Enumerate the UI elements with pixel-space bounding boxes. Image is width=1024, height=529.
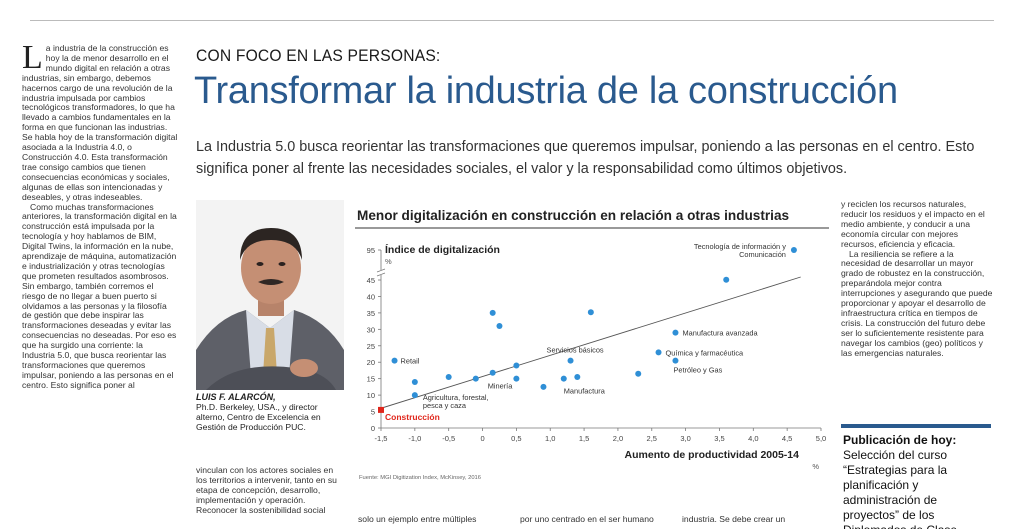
y-tick-label: 0 (371, 424, 375, 433)
data-point-highlight (378, 406, 384, 413)
left-paragraph-2: Como muchas transformaciones anteriores,… (22, 201, 177, 390)
x-tick-label: -0,5 (442, 434, 455, 443)
bottom-column-4: industria. Se debe crear un (682, 514, 786, 524)
y-tick-label: 20 (367, 358, 375, 367)
right-paragraph-2: La resiliencia se refiere a la necesidad… (841, 248, 993, 358)
right-column-text: y reciclen los recursos naturales, reduc… (841, 200, 993, 400)
y-axis-label: Índice de digitalización (385, 243, 500, 256)
data-point (496, 323, 503, 330)
author-bio: Ph.D. Berkeley, USA., y director alterno… (196, 402, 321, 432)
data-point (513, 375, 520, 382)
bottom-column-2: solo un ejemplo entre múltiples (358, 514, 477, 524)
chart-title: Menor digitalización en construcción en … (357, 208, 790, 223)
middle-column-text: vinculan con los actores sociales en los… (196, 466, 337, 515)
data-label: Servicios básicos (547, 346, 604, 355)
data-point (790, 247, 797, 253)
y-axis-break (376, 272, 386, 277)
y-tick-label: 30 (367, 325, 375, 334)
y-tick-label: 40 (367, 292, 375, 301)
y-tick-label: 45 (367, 276, 375, 285)
data-point (411, 392, 418, 399)
x-tick-label: 1,0 (545, 434, 555, 443)
data-label: Minería (488, 382, 514, 391)
x-axis-unit: % (812, 462, 819, 471)
data-point (672, 357, 679, 364)
x-tick-label: 5,0 (816, 434, 826, 443)
x-tick-label: 0 (480, 434, 484, 443)
publication-rule (841, 424, 991, 428)
y-axis-break (376, 268, 386, 273)
data-label: Agricultura, forestal, (423, 393, 489, 402)
x-tick-label: 2,0 (613, 434, 623, 443)
publication-box: Publicación de hoy: Selección del curso … (843, 433, 993, 529)
x-tick-label: 4,5 (782, 434, 792, 443)
data-point (513, 362, 520, 369)
data-label: Tecnología de información y (694, 242, 786, 251)
author-name: LUIS F. ALARCÓN, (196, 392, 276, 402)
data-label: Manufactura avanzada (682, 329, 758, 338)
x-axis-label: Aumento de productividad 2005-14 (625, 449, 800, 461)
x-tick-label: 0,5 (511, 434, 521, 443)
y-tick-label: 15 (367, 375, 375, 384)
data-label: Comunicación (739, 250, 786, 259)
data-point (723, 276, 730, 283)
data-point (672, 329, 679, 336)
data-point (560, 375, 567, 382)
digitalization-chart: Índice de digitalización% 0 5 10 15 20 25 30 35 4… (353, 206, 831, 490)
data-label: Manufactura (564, 387, 606, 396)
y-axis-unit: % (385, 257, 392, 266)
data-point (411, 378, 418, 385)
x-tick-label: 3,0 (680, 434, 690, 443)
article-kicker: CON FOCO EN LAS PERSONAS: (196, 46, 441, 65)
x-tick-label: 1,5 (579, 434, 589, 443)
left-paragraph-1: a industria de la construcción es hoy la… (22, 44, 178, 202)
data-point (489, 369, 496, 376)
right-paragraph-1: y reciclen los recursos naturales, reduc… (841, 200, 985, 249)
y-tick-label: 35 (367, 309, 375, 318)
author-caption: LUIS F. ALARCÓN, Ph.D. Berkeley, USA., y… (196, 392, 346, 432)
y-tick-label: 95 (367, 246, 375, 255)
y-tick-label: 5 (371, 408, 375, 417)
data-point (574, 374, 581, 381)
data-label: Química y farmacéutica (666, 348, 745, 357)
article-deck: La Industria 5.0 busca reorientar las tr… (196, 139, 975, 177)
data-point (635, 370, 642, 377)
data-point (472, 375, 479, 382)
data-point (391, 357, 398, 364)
data-point (567, 357, 574, 364)
author-photo (196, 200, 344, 390)
data-point (655, 349, 662, 356)
article-headline: Transformar la industria de la construcc… (194, 70, 898, 112)
data-label: pesca y caza (423, 401, 467, 410)
data-label: Petróleo y Gas (673, 366, 722, 375)
chart-source: Fuente: MGI Digitization Index, McKinsey… (359, 475, 481, 481)
x-tick-label: -1,5 (375, 434, 388, 443)
x-tick-label: 4,0 (748, 434, 758, 443)
y-tick-label: 10 (367, 391, 375, 400)
x-tick-label: 2,5 (647, 434, 657, 443)
y-tick-label: 25 (367, 342, 375, 351)
data-point (489, 309, 496, 316)
publication-heading: Publicación de hoy: (843, 433, 957, 447)
data-label: Construcción (385, 412, 440, 422)
publication-text: Selección del curso “Estrategias para la… (843, 448, 957, 529)
dropcap: L (22, 44, 43, 76)
x-tick-label: 3,5 (714, 434, 724, 443)
data-point (587, 309, 594, 316)
chart-svg: Índice de digitalización% 0 5 10 15 20 25 30 35 4… (355, 227, 829, 481)
top-rule (30, 20, 994, 21)
trendline (380, 276, 801, 409)
x-tick-label: -1,0 (408, 434, 421, 443)
left-column-text: L a industria de la construcción es hoy … (22, 44, 178, 529)
data-label: Retail (401, 357, 420, 366)
bottom-column-3: por uno centrado en el ser humano (520, 514, 654, 524)
data-point (445, 374, 452, 381)
data-point (540, 383, 547, 390)
